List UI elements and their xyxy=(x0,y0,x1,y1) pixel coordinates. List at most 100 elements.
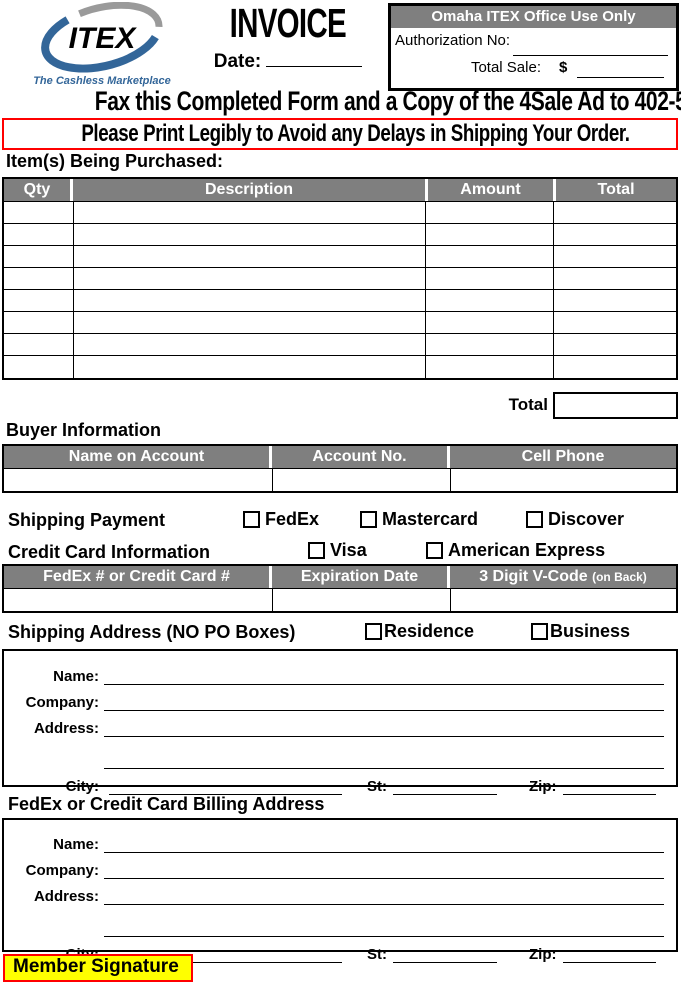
item-qty-cell[interactable] xyxy=(4,223,74,246)
authorization-label: Authorization No: xyxy=(395,32,511,49)
col-header-card-number: FedEx # or Credit Card # xyxy=(4,566,269,588)
american-express-checkbox[interactable] xyxy=(426,542,443,559)
billing-company-line[interactable] xyxy=(104,865,664,879)
residence-label: Residence xyxy=(384,621,475,641)
billing-address-line[interactable] xyxy=(104,891,664,905)
item-amount-cell[interactable] xyxy=(424,245,554,268)
billing-address-line2[interactable] xyxy=(104,923,664,937)
item-description-cell[interactable] xyxy=(72,201,426,224)
shipping-company-line[interactable] xyxy=(104,697,664,711)
item-row xyxy=(4,201,676,224)
item-total-cell[interactable] xyxy=(552,355,676,378)
shipping-city-line[interactable] xyxy=(109,781,342,795)
fedex-checkbox[interactable] xyxy=(243,511,260,528)
shipping-address-box: Name: Company: Address: City: St: Zip: xyxy=(2,649,678,795)
shipping-company-label: Company: xyxy=(25,694,99,711)
item-qty-cell[interactable] xyxy=(4,333,74,356)
item-description-cell[interactable] xyxy=(72,333,426,356)
items-grid xyxy=(4,201,676,378)
item-description-cell[interactable] xyxy=(72,267,426,290)
item-amount-cell[interactable] xyxy=(424,355,554,378)
office-use-title: Omaha ITEX Office Use Only xyxy=(391,6,676,28)
item-amount-cell[interactable] xyxy=(424,333,554,356)
buyer-table-header: Name on Account Account No. Cell Phone xyxy=(4,446,676,468)
buyer-name-cell[interactable] xyxy=(4,468,273,491)
item-qty-cell[interactable] xyxy=(4,245,74,268)
billing-st-line[interactable] xyxy=(393,949,497,963)
item-total-cell[interactable] xyxy=(552,223,676,246)
shipping-name-line[interactable] xyxy=(104,671,664,685)
shipping-address-line[interactable] xyxy=(104,723,664,737)
item-qty-cell[interactable] xyxy=(4,311,74,334)
item-total-cell[interactable] xyxy=(552,333,676,356)
business-label: Business xyxy=(550,621,631,641)
option-residence: Residence xyxy=(365,621,474,642)
shipping-address-line2[interactable] xyxy=(104,755,664,769)
shipping-address-heading: Shipping Address (NO PO Boxes) xyxy=(8,622,296,642)
authorization-fill-line[interactable] xyxy=(513,44,668,56)
item-description-cell[interactable] xyxy=(72,245,426,268)
total-sale-fill-line[interactable] xyxy=(577,66,664,78)
item-amount-cell[interactable] xyxy=(424,289,554,312)
discover-checkbox[interactable] xyxy=(526,511,543,528)
shipping-payment-label: Shipping Payment xyxy=(8,510,166,530)
item-qty-cell[interactable] xyxy=(4,201,74,224)
billing-city-line[interactable] xyxy=(109,949,342,963)
item-total-cell[interactable] xyxy=(552,311,676,334)
item-qty-cell[interactable] xyxy=(4,267,74,290)
american-express-label: American Express xyxy=(448,540,606,560)
date-fill-line[interactable] xyxy=(266,52,363,67)
visa-checkbox[interactable] xyxy=(308,542,325,559)
option-mastercard: Mastercard xyxy=(360,509,478,530)
print-legibly-notice: Please Print Legibly to Avoid any Delays… xyxy=(2,118,678,150)
item-total-cell[interactable] xyxy=(552,289,676,312)
fedex-label: FedEx xyxy=(265,509,320,529)
visa-label: Visa xyxy=(330,540,367,560)
page-title: INVOICE xyxy=(229,0,347,46)
mastercard-checkbox[interactable] xyxy=(360,511,377,528)
buyer-row xyxy=(4,468,676,491)
item-description-cell[interactable] xyxy=(72,223,426,246)
business-checkbox[interactable] xyxy=(531,623,548,640)
item-description-cell[interactable] xyxy=(72,289,426,312)
currency-symbol: $ xyxy=(559,59,568,76)
billing-zip-line[interactable] xyxy=(562,949,656,963)
billing-company-label: Company: xyxy=(25,862,99,879)
item-amount-cell[interactable] xyxy=(424,311,554,334)
card-number-cell[interactable] xyxy=(4,588,273,611)
item-row xyxy=(4,245,676,268)
option-american-express: American Express xyxy=(426,540,605,561)
residence-checkbox[interactable] xyxy=(365,623,382,640)
item-amount-cell[interactable] xyxy=(424,223,554,246)
item-row xyxy=(4,355,676,378)
shipping-zip-line[interactable] xyxy=(562,781,656,795)
buyer-table: Name on Account Account No. Cell Phone xyxy=(2,444,678,493)
itex-swoosh-icon: ITEX xyxy=(41,1,163,73)
item-total-cell[interactable] xyxy=(552,201,676,224)
item-total-cell[interactable] xyxy=(552,267,676,290)
item-amount-cell[interactable] xyxy=(424,267,554,290)
col-header-expiration-date: Expiration Date xyxy=(272,566,447,588)
item-total-cell[interactable] xyxy=(552,245,676,268)
item-description-cell[interactable] xyxy=(72,311,426,334)
items-table: Qty Description Amount Total xyxy=(2,177,678,380)
item-amount-cell[interactable] xyxy=(424,201,554,224)
mastercard-label: Mastercard xyxy=(382,509,479,529)
item-description-cell[interactable] xyxy=(72,355,426,378)
buyer-phone-cell[interactable] xyxy=(449,468,676,491)
member-signature-label[interactable]: Member Signature xyxy=(3,954,193,982)
shipping-st-line[interactable] xyxy=(393,781,497,795)
items-total-box[interactable] xyxy=(553,392,678,419)
buyer-account-cell[interactable] xyxy=(271,468,451,491)
card-table-header: FedEx # or Credit Card # Expiration Date… xyxy=(4,566,676,588)
discover-label: Discover xyxy=(548,509,625,529)
total-sale-label: Total Sale: xyxy=(470,59,541,76)
billing-name-line[interactable] xyxy=(104,839,664,853)
fax-instruction: Fax this Completed Form and a Copy of th… xyxy=(94,86,681,116)
expiration-date-cell[interactable] xyxy=(271,588,451,611)
item-qty-cell[interactable] xyxy=(4,289,74,312)
option-visa: Visa xyxy=(308,540,367,561)
item-qty-cell[interactable] xyxy=(4,355,74,378)
vcode-cell[interactable] xyxy=(449,588,676,611)
shipping-name-label: Name: xyxy=(53,668,99,685)
